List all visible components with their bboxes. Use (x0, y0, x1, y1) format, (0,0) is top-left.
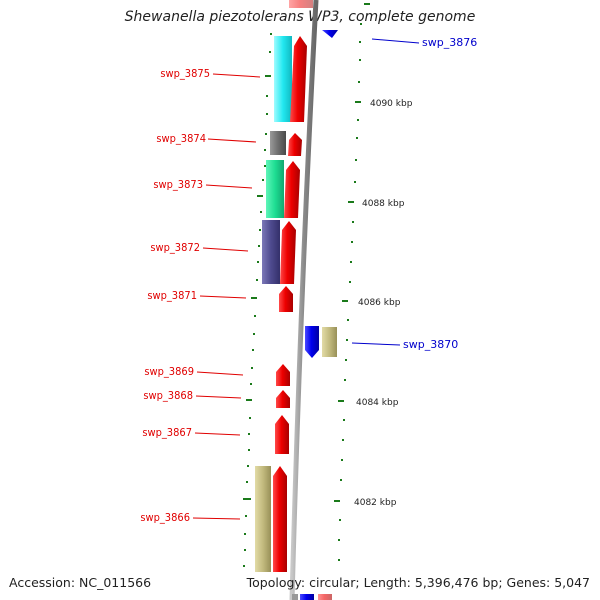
kbp-label-4088: 4088 kbp (362, 199, 405, 209)
leader-swp_3876 (371, 38, 420, 44)
gene-partial-bottom-red (318, 594, 332, 600)
gene-swp_3866[interactable] (273, 466, 287, 572)
leader-swp_3869 (196, 371, 244, 376)
label-swp_3866[interactable]: swp_3866 (140, 511, 190, 524)
leader-swp_3867 (194, 432, 241, 436)
label-swp_3870[interactable]: swp_3870 (403, 338, 458, 351)
label-swp_3874[interactable]: swp_3874 (156, 132, 206, 145)
genome-backbone (289, 0, 319, 600)
label-swp_3875[interactable]: swp_3875 (160, 67, 210, 80)
cog-box-swp_3873[interactable] (266, 160, 284, 218)
leader-swp_3873 (205, 184, 253, 189)
cog-box-swp_3870[interactable] (322, 327, 337, 357)
accession-text: Accession: NC_011566 (9, 575, 152, 590)
gene-partial-bottom (292, 594, 298, 600)
label-swp_3873[interactable]: swp_3873 (153, 178, 203, 191)
genome-summary-text: Topology: circular; Length: 5,396,476 bp… (246, 575, 590, 590)
label-swp_3876[interactable]: swp_3876 (422, 36, 477, 49)
cog-box-swp_3866[interactable] (255, 466, 271, 572)
gene-swp_3869[interactable] (276, 364, 290, 386)
kbp-label-4082: 4082 kbp (354, 498, 397, 508)
label-swp_3872[interactable]: swp_3872 (150, 241, 200, 254)
kbp-label-4090: 4090 kbp (370, 99, 413, 109)
cog-box-swp_3874[interactable] (270, 131, 286, 155)
gene-swp_3875[interactable] (290, 36, 307, 122)
tick-marks-right (334, 3, 370, 561)
kbp-label-4086: 4086 kbp (358, 298, 401, 308)
gene-swp_3870[interactable] (305, 326, 319, 358)
label-swp_3868[interactable]: swp_3868 (143, 389, 193, 402)
leader-swp_3874 (207, 138, 257, 143)
cog-box-swp_3872[interactable] (262, 220, 280, 284)
leader-swp_3875 (212, 73, 261, 78)
cog-box-swp_3875[interactable] (274, 36, 292, 122)
label-swp_3869[interactable]: swp_3869 (144, 365, 194, 378)
gene-swp_3871[interactable] (279, 286, 293, 312)
map-title: Shewanella piezotolerans WP3, complete g… (124, 9, 476, 25)
gene-partial-bottom-blue (300, 594, 314, 600)
leader-swp_3872 (202, 247, 249, 252)
gene-swp_3873[interactable] (284, 161, 300, 218)
leader-swp_3871 (199, 295, 247, 299)
leader-swp_3866 (192, 517, 241, 520)
gene-swp_3874[interactable] (288, 133, 302, 156)
leader-swp_3868 (195, 395, 242, 399)
gene-swp_3868[interactable] (276, 390, 290, 408)
tick-marks-left (243, 33, 272, 567)
gene-partial-top (289, 0, 313, 8)
leader-swp_3870 (351, 342, 401, 346)
gene-swp_3872[interactable] (280, 221, 296, 284)
label-swp_3871[interactable]: swp_3871 (147, 289, 197, 302)
kbp-label-4084: 4084 kbp (356, 398, 399, 408)
label-swp_3867[interactable]: swp_3867 (142, 426, 192, 439)
gene-swp_3867[interactable] (275, 415, 289, 454)
gene-swp_3876-arrow (322, 30, 338, 38)
